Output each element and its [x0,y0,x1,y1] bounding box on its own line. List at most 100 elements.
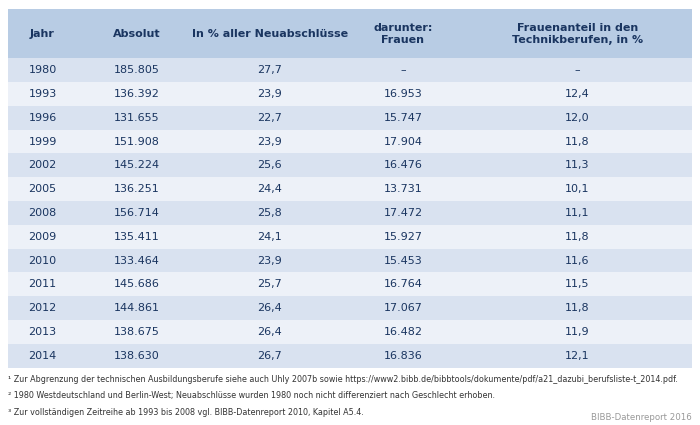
Text: 2008: 2008 [29,208,57,218]
Bar [196,9,343,58]
Text: BIBB-Datenreport 2016: BIBB-Datenreport 2016 [591,413,692,422]
Bar [463,344,692,368]
Text: 25,8: 25,8 [258,208,282,218]
Text: 16.482: 16.482 [384,327,422,337]
Bar [196,320,343,344]
Bar [343,225,463,249]
Bar [8,272,77,296]
Bar [463,177,692,201]
Bar [77,58,196,82]
Bar [77,153,196,177]
Text: 185.805: 185.805 [113,65,160,75]
Text: 23,9: 23,9 [258,136,282,147]
Text: 11,3: 11,3 [565,160,589,170]
Text: 145.686: 145.686 [113,279,160,289]
Bar [343,344,463,368]
Bar [77,201,196,225]
Text: 25,6: 25,6 [258,160,282,170]
Text: 15.927: 15.927 [384,232,422,242]
Text: 144.861: 144.861 [113,303,160,313]
Text: 24,4: 24,4 [258,184,282,194]
Text: 23,9: 23,9 [258,255,282,266]
Bar [8,249,77,272]
Bar [77,82,196,106]
Text: 12,0: 12,0 [565,113,589,123]
Text: 26,4: 26,4 [258,327,282,337]
Bar [463,153,692,177]
Text: 11,8: 11,8 [565,303,589,313]
Text: 27,7: 27,7 [258,65,282,75]
Text: 17.067: 17.067 [384,303,422,313]
Bar [77,177,196,201]
Bar [196,153,343,177]
Text: 10,1: 10,1 [565,184,589,194]
Text: 138.630: 138.630 [113,351,160,361]
Bar [343,82,463,106]
Text: Jahr: Jahr [30,29,55,39]
Bar [463,9,692,58]
Text: 16.764: 16.764 [384,279,422,289]
Bar [77,130,196,153]
Text: 17.472: 17.472 [384,208,423,218]
Bar [8,320,77,344]
Bar [463,272,692,296]
Text: 136.392: 136.392 [113,89,160,99]
Bar [8,296,77,320]
Bar [8,225,77,249]
Text: 24,1: 24,1 [258,232,282,242]
Text: 156.714: 156.714 [113,208,160,218]
Text: Absolut: Absolut [113,29,160,39]
Bar [77,344,196,368]
Text: 1980: 1980 [29,65,57,75]
Bar [196,344,343,368]
Bar [343,153,463,177]
Text: 1999: 1999 [29,136,57,147]
Text: 23,9: 23,9 [258,89,282,99]
Bar [196,82,343,106]
Bar [77,296,196,320]
Text: In % aller Neuabschlüsse: In % aller Neuabschlüsse [192,29,348,39]
Bar [463,130,692,153]
Text: 151.908: 151.908 [113,136,160,147]
Bar [77,272,196,296]
Bar [343,296,463,320]
Text: 26,7: 26,7 [258,351,282,361]
Bar [196,106,343,130]
Text: 133.464: 133.464 [113,255,160,266]
Bar [196,296,343,320]
Bar [196,249,343,272]
Bar [343,58,463,82]
Bar [343,9,463,58]
Text: 17.904: 17.904 [384,136,422,147]
Text: 2011: 2011 [29,279,57,289]
Bar [463,249,692,272]
Text: 131.655: 131.655 [113,113,160,123]
Text: 1993: 1993 [29,89,57,99]
Text: 12,1: 12,1 [565,351,589,361]
Bar [77,9,196,58]
Text: –: – [575,65,580,75]
Text: ² 1980 Westdeutschland und Berlin-West; Neuabschlüsse wurden 1980 noch nicht dif: ² 1980 Westdeutschland und Berlin-West; … [8,391,496,400]
Bar [343,201,463,225]
Bar [196,130,343,153]
Bar [463,58,692,82]
Text: 11,6: 11,6 [565,255,589,266]
Text: 26,4: 26,4 [258,303,282,313]
Text: 2010: 2010 [29,255,57,266]
Bar [343,106,463,130]
Bar [77,106,196,130]
Text: 135.411: 135.411 [113,232,160,242]
Text: 2012: 2012 [29,303,57,313]
Bar [8,130,77,153]
Bar [343,177,463,201]
Text: 2005: 2005 [29,184,57,194]
Bar [8,177,77,201]
Bar [196,225,343,249]
Bar [8,153,77,177]
Bar [196,201,343,225]
Bar [343,320,463,344]
Bar [343,249,463,272]
Text: 22,7: 22,7 [258,113,282,123]
Text: ¹ Zur Abgrenzung der technischen Ausbildungsberufe siehe auch Uhly 2007b sowie h: ¹ Zur Abgrenzung der technischen Ausbild… [8,375,678,384]
Text: darunter:
Frauen: darunter: Frauen [373,23,433,45]
